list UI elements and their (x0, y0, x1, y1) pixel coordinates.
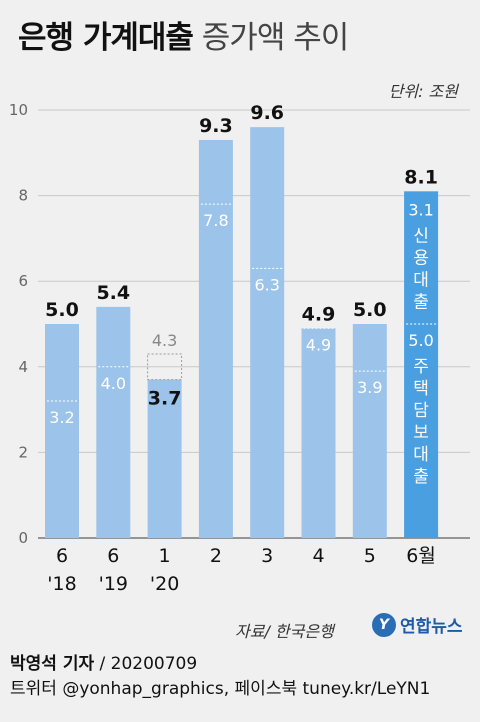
mortgage-label-char: 출 (413, 467, 429, 487)
source-label: 자료/ 한국은행 (235, 622, 334, 641)
bar (198, 139, 233, 538)
footer: 박영석 기자 / 20200709 트위터 @yonhap_graphics, … (10, 652, 430, 702)
x-tick-label: 5 (364, 545, 376, 567)
x-tick-label: 4 (312, 545, 324, 567)
footer-social: 트위터 @yonhap_graphics, 페이스북 tuney.kr/LeYN… (10, 679, 431, 699)
mortgage-label-char: 담 (413, 401, 429, 421)
mortgage-label: 4.3 (152, 331, 177, 350)
x-tick-label: 6 (107, 545, 119, 567)
x-tick-label: 1 (159, 545, 171, 567)
bar-value-label: 5.4 (96, 282, 130, 304)
mortgage-label: 4.0 (101, 374, 126, 393)
mortgage-label-char: 택 (413, 379, 429, 399)
x-tick-label-year: '19 (99, 573, 128, 595)
y-tick-label: 6 (18, 272, 28, 290)
mortgage-label-char: 대 (413, 445, 429, 465)
chart-title: 은행 가계대출 증가액 추이 (18, 12, 349, 57)
y-tick-label: 10 (9, 101, 28, 119)
bar (352, 324, 387, 538)
x-tick-label-year: '18 (47, 573, 76, 595)
bar (250, 127, 285, 539)
mortgage-label: 7.8 (203, 211, 228, 230)
mortgage-label-char: 주 (413, 357, 429, 377)
x-tick-label: 3 (261, 545, 273, 567)
credit-label-char: 용 (413, 248, 429, 268)
yonhap-logo: Y 연합뉴스 (372, 612, 463, 637)
reporter-name: 박영석 기자 (10, 654, 95, 674)
bar-value-label: 9.3 (199, 115, 233, 137)
y-tick-label: 0 (18, 529, 28, 547)
title-sub: 증가액 추이 (201, 20, 349, 56)
unit-label: 단위: 조원 (388, 82, 458, 101)
ghost-box (147, 353, 183, 381)
x-tick-label: 6월 (406, 545, 436, 567)
credit-label-char: 출 (413, 292, 429, 312)
title-main: 은행 가계대출 (18, 20, 194, 56)
mortgage-label: 6.3 (254, 275, 279, 294)
bar (96, 306, 131, 538)
x-tick-label: 2 (210, 545, 222, 567)
bar-value-label: 9.6 (250, 102, 284, 124)
bar-chart: 0 2 4 6 8 10 5.0 3.2 6 '18 5.4 4.0 6 '19 3.7 4.3 1 '20 9.3… (9, 101, 470, 595)
bar (404, 191, 439, 538)
bar-value-label: 5.0 (45, 299, 79, 321)
bar (45, 324, 79, 538)
x-tick-label-year: '20 (150, 573, 179, 595)
credit-label-char: 신 (413, 226, 429, 246)
bar (147, 379, 182, 538)
y-tick-label: 8 (18, 187, 28, 205)
bar-value-label: 4.9 (302, 303, 336, 325)
x-tick-label: 6 (56, 545, 68, 567)
y-tick-label: 2 (18, 443, 28, 461)
bar-value-label: 3.7 (148, 388, 182, 410)
bar (301, 328, 336, 538)
credit-value-label: 3.1 (408, 200, 433, 219)
mortgage-label-char: 보 (413, 423, 429, 443)
yonhap-logo-text: 연합뉴스 (400, 617, 463, 637)
credit-label-char: 대 (413, 270, 429, 290)
yonhap-logo-icon: Y (372, 612, 396, 637)
mortgage-label: 4.9 (306, 335, 331, 354)
bar-value-label: 5.0 (353, 299, 387, 321)
footer-date: / 20200709 (99, 654, 198, 674)
mortgage-label: 3.2 (49, 408, 74, 427)
y-tick-label: 4 (18, 358, 28, 376)
mortgage-value-label: 5.0 (408, 331, 433, 350)
mortgage-label: 3.9 (357, 378, 382, 397)
bar-value-label: 8.1 (404, 166, 438, 188)
